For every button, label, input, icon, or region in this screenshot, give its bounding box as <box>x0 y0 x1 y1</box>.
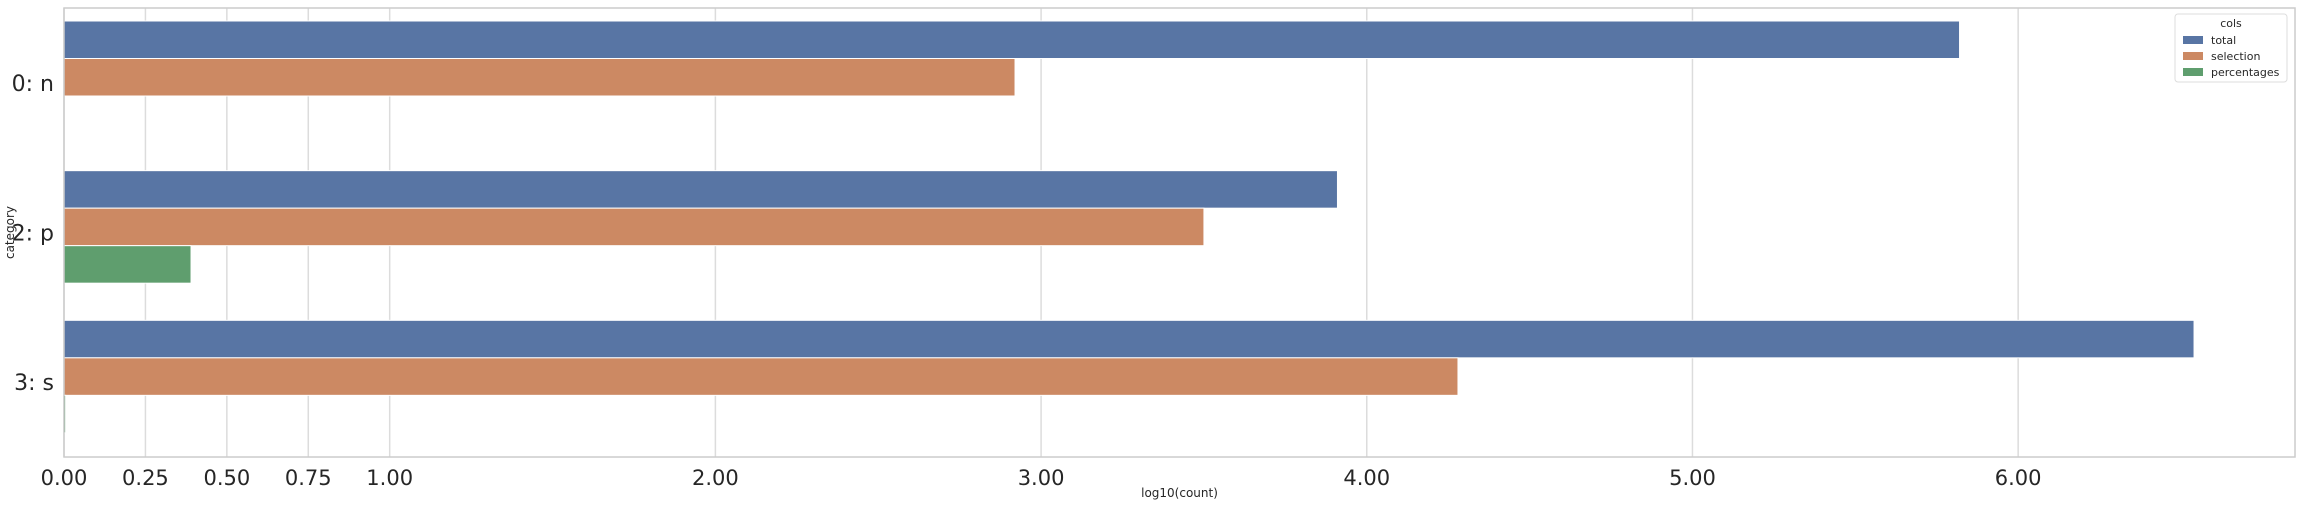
legend-box <box>2174 13 2288 83</box>
bar-selection-0 <box>63 58 1016 97</box>
legend-label-percentages: percentages <box>2211 66 2280 79</box>
x-tick-label-0: 0.00 <box>41 466 88 490</box>
bar-total-0 <box>63 20 1961 59</box>
bar-selection-1 <box>63 207 1205 247</box>
category-label-0: 0: n <box>12 72 54 97</box>
bar-total-1 <box>63 170 1338 209</box>
x-tick-label-4: 1.00 <box>366 466 413 490</box>
x-tick-label-1: 0.25 <box>122 466 169 490</box>
legend-label-total: total <box>2211 34 2236 47</box>
legend-swatch-percentages <box>2183 68 2203 76</box>
legend-swatch-selection <box>2183 52 2203 60</box>
legend-title: cols <box>2220 17 2242 30</box>
x-tick-label-2: 0.50 <box>203 466 250 490</box>
x-axis-title: log10(count) <box>1141 486 1218 500</box>
legend-swatch-total <box>2183 36 2203 44</box>
y-axis-title: category <box>3 206 17 259</box>
category-label-2: 3: s <box>14 371 54 396</box>
bar-percentages-1 <box>63 245 192 284</box>
x-tick-label-8: 5.00 <box>1669 466 1716 490</box>
x-tick-label-7: 4.00 <box>1343 466 1390 490</box>
category-label-1: 2: p <box>12 222 54 247</box>
x-tick-label-5: 2.00 <box>692 466 739 490</box>
x-tick-label-6: 3.00 <box>1018 466 1065 490</box>
bar-selection-2 <box>63 357 1459 396</box>
x-tick-label-3: 0.75 <box>285 466 332 490</box>
legend-label-selection: selection <box>2211 50 2260 63</box>
x-tick-label-9: 6.00 <box>1995 466 2042 490</box>
plot-frame <box>63 7 2296 458</box>
bar-total-2 <box>63 319 2195 359</box>
